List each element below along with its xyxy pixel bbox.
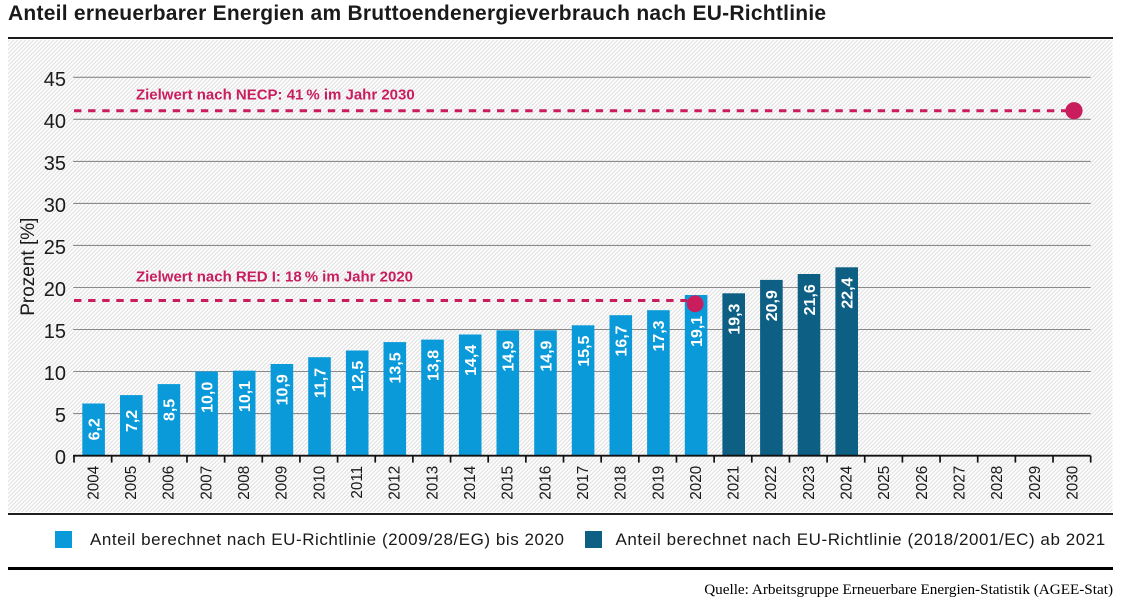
- svg-text:2011: 2011: [349, 466, 366, 499]
- svg-text:35: 35: [44, 153, 66, 175]
- svg-text:14,9: 14,9: [501, 340, 518, 371]
- svg-text:2023: 2023: [801, 466, 818, 500]
- svg-text:2017: 2017: [575, 466, 592, 500]
- svg-text:Prozent [%]: Prozent [%]: [18, 217, 39, 315]
- svg-text:Zielwert nach RED I: 18 % im J: Zielwert nach RED I: 18 % im Jahr 2020: [136, 268, 413, 285]
- svg-text:2010: 2010: [311, 466, 328, 500]
- svg-text:12,5: 12,5: [350, 360, 367, 391]
- svg-text:2024: 2024: [838, 465, 855, 499]
- svg-text:2020: 2020: [688, 466, 705, 500]
- svg-text:22,4: 22,4: [839, 277, 856, 308]
- svg-text:Zielwert nach NECP: 41 % im Ja: Zielwert nach NECP: 41 % im Jahr 2030: [136, 86, 415, 103]
- svg-text:2018: 2018: [613, 466, 630, 500]
- svg-text:20,9: 20,9: [764, 290, 781, 321]
- svg-text:20: 20: [44, 279, 66, 301]
- svg-text:21,6: 21,6: [802, 284, 819, 315]
- svg-text:2030: 2030: [1064, 466, 1081, 500]
- svg-text:2028: 2028: [989, 466, 1006, 500]
- svg-text:10: 10: [44, 363, 66, 385]
- svg-text:6,2: 6,2: [86, 418, 103, 440]
- svg-text:19,1: 19,1: [689, 315, 706, 346]
- svg-text:10,9: 10,9: [275, 374, 292, 405]
- svg-text:15,5: 15,5: [576, 335, 593, 366]
- svg-text:2026: 2026: [914, 466, 931, 500]
- svg-text:40: 40: [44, 111, 66, 133]
- svg-text:2012: 2012: [387, 466, 404, 500]
- svg-text:17,3: 17,3: [651, 320, 668, 351]
- svg-text:14,4: 14,4: [463, 344, 480, 375]
- svg-text:14,9: 14,9: [538, 340, 555, 371]
- svg-text:2008: 2008: [236, 466, 253, 500]
- svg-text:2014: 2014: [462, 465, 479, 499]
- svg-text:15: 15: [44, 321, 66, 343]
- svg-text:2022: 2022: [763, 466, 780, 500]
- svg-text:2006: 2006: [161, 466, 178, 500]
- svg-text:2005: 2005: [123, 466, 140, 500]
- svg-text:2025: 2025: [876, 466, 893, 500]
- svg-text:2029: 2029: [1027, 466, 1044, 500]
- svg-text:2015: 2015: [500, 466, 517, 500]
- svg-text:11,7: 11,7: [312, 368, 329, 398]
- svg-text:19,3: 19,3: [726, 303, 743, 334]
- svg-text:2007: 2007: [198, 466, 215, 500]
- svg-text:8,5: 8,5: [162, 398, 179, 420]
- svg-text:25: 25: [44, 237, 66, 259]
- svg-text:13,8: 13,8: [425, 350, 442, 381]
- svg-text:10,0: 10,0: [199, 381, 216, 412]
- svg-text:2016: 2016: [537, 466, 554, 500]
- svg-text:2004: 2004: [85, 465, 102, 499]
- svg-text:16,7: 16,7: [614, 325, 631, 356]
- svg-text:2027: 2027: [951, 466, 968, 500]
- svg-text:5: 5: [55, 405, 66, 427]
- svg-text:45: 45: [44, 69, 66, 91]
- svg-text:7,2: 7,2: [124, 409, 141, 431]
- svg-text:13,5: 13,5: [388, 352, 405, 383]
- svg-text:2021: 2021: [726, 466, 743, 500]
- svg-text:0: 0: [55, 447, 66, 469]
- svg-text:2009: 2009: [274, 466, 291, 500]
- svg-text:2013: 2013: [424, 466, 441, 500]
- svg-text:10,1: 10,1: [237, 381, 254, 412]
- svg-text:30: 30: [44, 195, 66, 217]
- svg-text:2019: 2019: [650, 466, 667, 500]
